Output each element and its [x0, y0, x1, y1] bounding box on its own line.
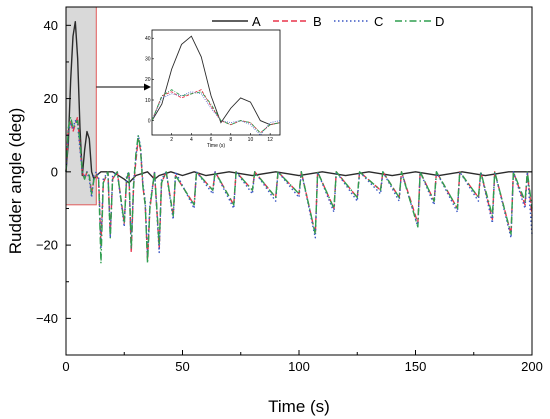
inset-x-tick-label: 2: [170, 137, 173, 143]
legend-label-D: D: [435, 14, 444, 29]
y-tick-label: −20: [36, 238, 58, 253]
y-tick-label: 40: [44, 18, 58, 33]
inset-x-tick-label: 4: [190, 137, 193, 143]
zoom-region-highlight: [65, 6, 97, 206]
legend: A B C D: [212, 14, 444, 29]
legend-label-B: B: [313, 14, 322, 29]
inset-line-B: [152, 89, 280, 134]
legend-label-C: C: [374, 14, 383, 29]
y-axis-title: Rudder angle (deg): [6, 108, 25, 254]
plot-frame: [65, 6, 533, 356]
y-tick-label: 20: [44, 91, 58, 106]
series-line-D: [65, 116, 533, 265]
x-tick-label: 0: [62, 359, 69, 374]
inset-x-tick-label: 10: [248, 137, 254, 143]
inset-zoom-panel: 2 4 6 8 10 12 0 10 20 30 40 Time (s): [96, 29, 281, 149]
inset-x-tick-label: 12: [267, 137, 273, 143]
x-axis-title: Time (s): [268, 397, 330, 416]
series-line-C: [65, 119, 533, 257]
inset-y-tick-label: 10: [145, 98, 151, 104]
legend-label-A: A: [252, 14, 261, 29]
series-line-B: [65, 116, 533, 261]
series-layer: [65, 20, 533, 265]
inset-x-tick-label: 6: [210, 137, 213, 143]
inset-y-tick-label: 30: [145, 57, 151, 63]
highlight-layer: [65, 6, 97, 206]
inset-line-A: [152, 35, 280, 126]
y-tick-label: 0: [51, 164, 58, 179]
inset-y-tick-label: 40: [145, 36, 151, 42]
inset-frame: [151, 29, 281, 136]
inset-line-D: [152, 89, 280, 134]
inset-x-tick-label: 8: [229, 137, 232, 143]
x-tick-label: 200: [521, 359, 543, 374]
x-tick-label: 150: [405, 359, 427, 374]
zoom-arrow-head: [144, 83, 151, 91]
inset-series: [152, 35, 280, 135]
y-tick-label: −40: [36, 311, 58, 326]
inset-y-tick-label: 20: [145, 77, 151, 83]
inset-x-axis-title: Time (s): [207, 143, 225, 149]
inset-y-tick-label: 0: [148, 118, 151, 124]
x-tick-label: 50: [175, 359, 189, 374]
x-tick-label: 100: [288, 359, 310, 374]
